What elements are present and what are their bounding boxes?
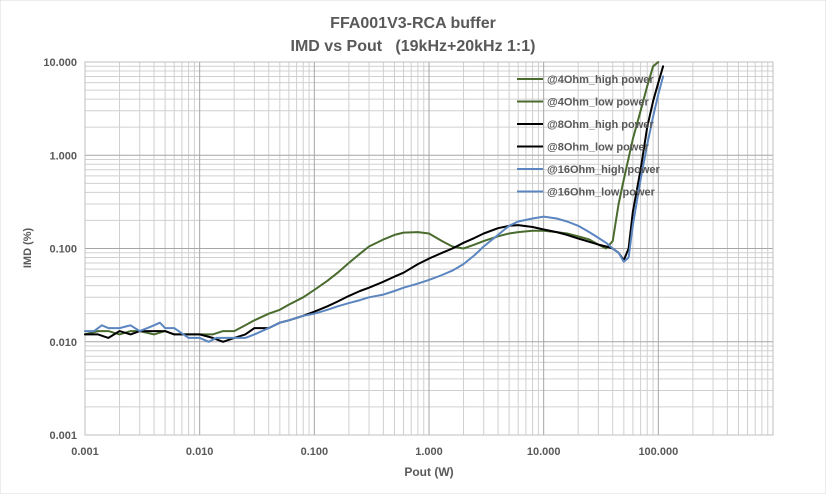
y-tick-label: 0.001 bbox=[49, 430, 77, 442]
legend-label: @4Ohm_high power bbox=[547, 74, 654, 86]
legend-label: @4Ohm_low power bbox=[547, 97, 650, 109]
x-tick-label: 10.000 bbox=[527, 446, 561, 458]
legend-label: @8Ohm_low power bbox=[547, 142, 650, 154]
chart-subtitle: IMD vs Pout (19kHz+20kHz 1:1) bbox=[291, 38, 536, 55]
x-axis-label: Pout (W) bbox=[404, 465, 453, 479]
y-tick-label: 10.000 bbox=[43, 57, 77, 69]
legend-label: @16Ohm_low power bbox=[547, 187, 656, 199]
x-tick-label: 0.001 bbox=[71, 446, 99, 458]
y-axis-label: IMD (%) bbox=[22, 228, 34, 269]
legend: @4Ohm_high power @4Ohm_low power @8Ohm_hig… bbox=[517, 74, 661, 199]
major-gridlines bbox=[84, 62, 773, 436]
legend-label: @16Ohm_high power bbox=[547, 164, 661, 176]
series-line-5 bbox=[84, 75, 665, 343]
series-lines bbox=[84, 61, 665, 343]
y-tick-label: 0.010 bbox=[49, 337, 77, 349]
plot-area-frame bbox=[84, 61, 774, 436]
y-tick-label: 0.100 bbox=[49, 244, 77, 256]
chart-title: FFA001V3-RCA buffer bbox=[330, 15, 496, 32]
legend-label: @8Ohm_high power bbox=[547, 119, 654, 131]
x-tick-label: 1.000 bbox=[415, 446, 443, 458]
x-tick-labels: 0.001 0.010 0.100 1.000 10.000 100.000 bbox=[71, 446, 678, 458]
x-tick-label: 0.010 bbox=[186, 446, 214, 458]
x-tick-label: 100.000 bbox=[638, 446, 678, 458]
x-tick-label: 0.100 bbox=[301, 446, 329, 458]
y-tick-label: 1.000 bbox=[49, 150, 77, 162]
y-tick-labels: 10.000 1.000 0.100 0.010 0.001 bbox=[43, 57, 77, 442]
